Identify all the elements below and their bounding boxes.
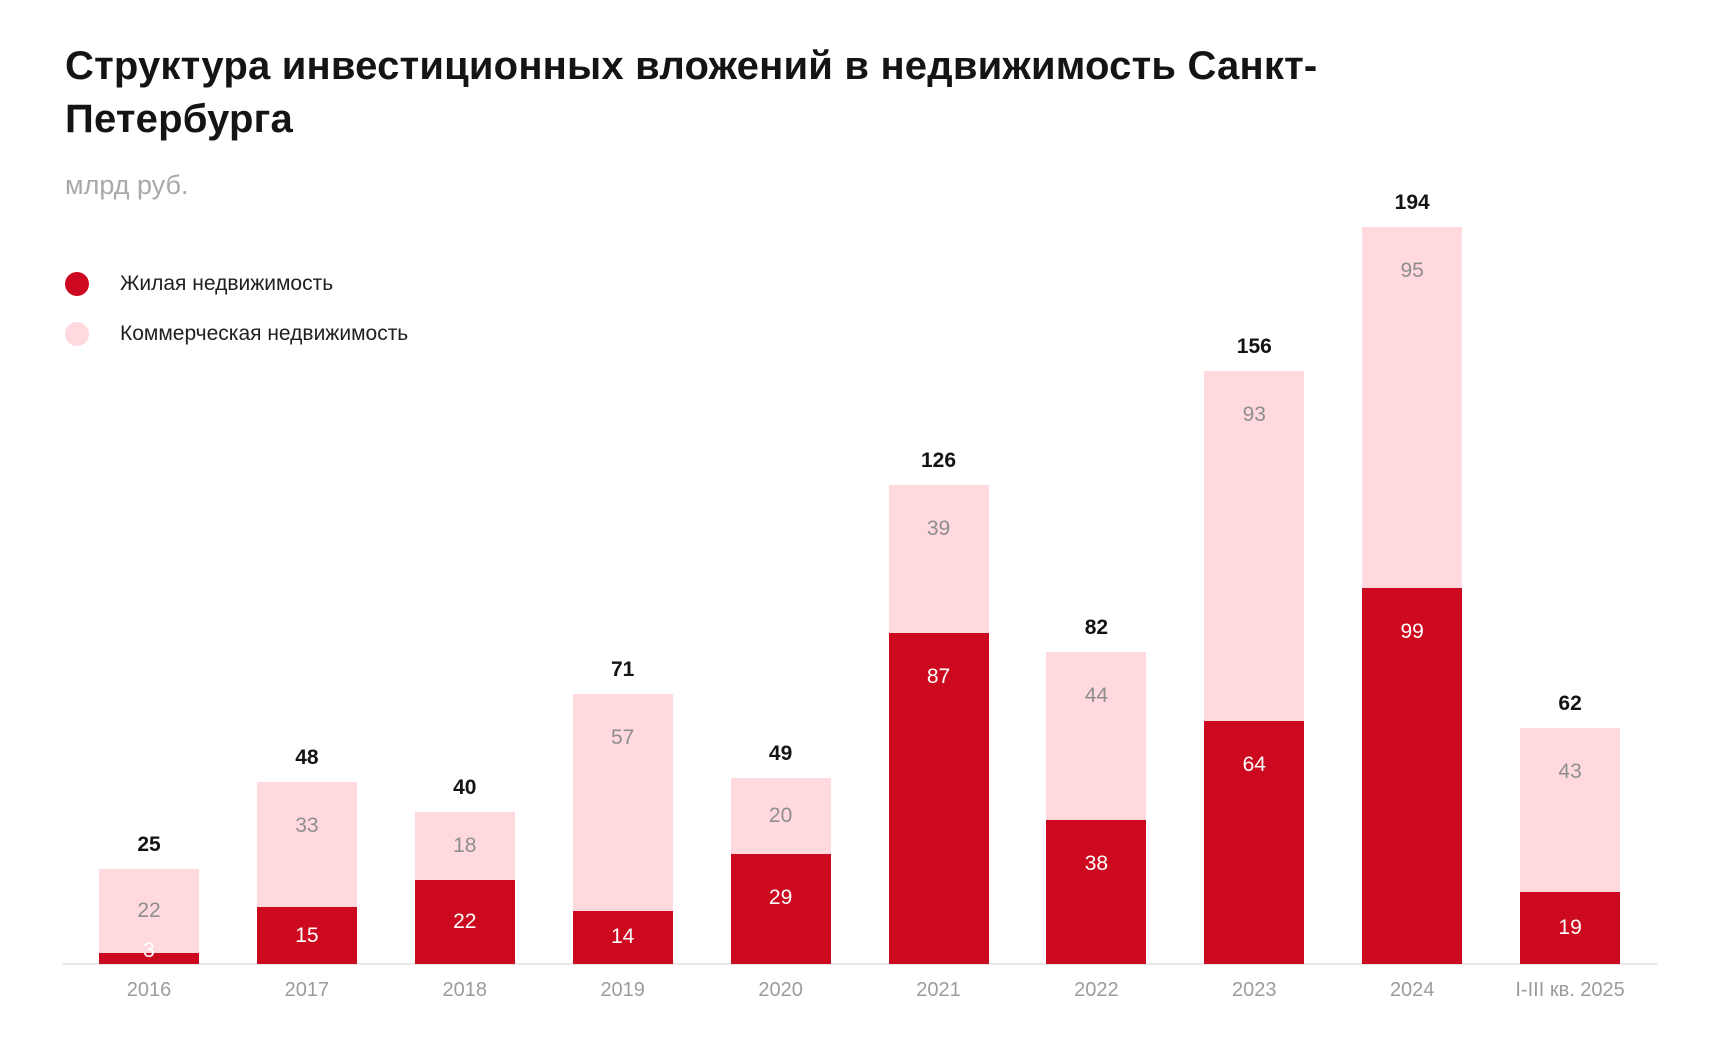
bar-2022-residential-value: 38	[1084, 851, 1109, 875]
bar-I-III кв. 2025-commercial-segment	[1520, 728, 1621, 892]
bar-2018-residential-segment	[414, 880, 515, 964]
bar-2024-total-label: 194	[1394, 190, 1430, 214]
x-axis-label-2024: 2024	[1389, 979, 1435, 1001]
legend-label-residential: Жилая недвижимость	[120, 272, 334, 295]
bar-2017-commercial-segment	[256, 781, 357, 907]
legend-item-commercial: Коммерческая недвижимость	[65, 320, 408, 348]
chart-unit-label: млрд руб.	[65, 170, 189, 200]
bar-2018-commercial-segment	[414, 812, 515, 881]
bar-2021-total-label: 126	[920, 449, 957, 473]
bar-2017-residential-segment	[256, 907, 357, 964]
legend-label-commercial: Коммерческая недвижимость	[120, 322, 409, 345]
bar-2019-residential-value: 14	[611, 925, 635, 949]
bar-I-III кв. 2025-residential-segment	[1520, 891, 1621, 964]
bar-2018-commercial-value: 18	[453, 834, 477, 858]
bar-2021-residential-value: 87	[926, 665, 951, 689]
bar-2019-commercial-segment	[572, 694, 673, 911]
bar-2022-commercial-segment	[1046, 652, 1147, 820]
bar-2017-residential-value: 15	[295, 923, 319, 947]
bar-2020-residential-value: 29	[768, 885, 793, 909]
bar-2024-residential-segment	[1362, 587, 1463, 964]
x-axis-label-I-III кв. 2025: I-III кв. 2025	[1515, 979, 1625, 1001]
chart-legend: Жилая недвижимость Коммерческая недвижим…	[65, 270, 408, 370]
bar-2022-commercial-value: 44	[1084, 684, 1109, 708]
bar-2020-total-label: 49	[768, 741, 793, 765]
x-axis-label-2019: 2019	[600, 979, 645, 1001]
x-axis-line	[63, 963, 1657, 965]
x-axis-label-2021: 2021	[916, 979, 961, 1001]
bar-2019-commercial-value: 57	[611, 726, 635, 750]
bar-2024-commercial-segment	[1362, 226, 1463, 588]
chart-title: Структура инвестиционных вложений в недв…	[65, 44, 1318, 141]
x-axis-label-2018: 2018	[442, 979, 488, 1001]
legend-dot-commercial-icon	[65, 322, 89, 346]
bar-2023-commercial-segment	[1204, 371, 1305, 721]
bar-2020-residential-segment	[730, 853, 831, 964]
bar-2019-residential-segment	[572, 910, 673, 964]
bar-2023-residential-value: 64	[1242, 752, 1266, 776]
x-axis-label-2016: 2016	[126, 979, 172, 1001]
bar-2020-commercial-value: 20	[768, 803, 793, 827]
bar-2024-commercial-value: 95	[1400, 258, 1424, 282]
bar-2022-residential-segment	[1046, 819, 1147, 964]
x-axis-label-2022: 2022	[1074, 979, 1119, 1001]
bar-2023-total-label: 156	[1236, 335, 1272, 359]
bar-I-III кв. 2025-commercial-value: 43	[1558, 760, 1582, 784]
bar-2016-total-label: 25	[137, 833, 161, 856]
bar-2023-commercial-value: 93	[1242, 403, 1266, 427]
x-axis-label-2017: 2017	[284, 979, 330, 1001]
bar-2021-residential-segment	[888, 633, 989, 964]
bar-2021-commercial-segment	[888, 485, 989, 634]
bar-2018-residential-value: 22	[453, 910, 477, 934]
bar-2019-total-label: 71	[611, 658, 635, 682]
x-axis-label-2023: 2023	[1232, 979, 1277, 1001]
bar-2017-total-label: 48	[295, 745, 319, 769]
bar-I-III кв. 2025-total-label: 62	[1558, 692, 1582, 716]
legend-item-residential: Жилая недвижимость	[65, 270, 408, 298]
bar-2022-total-label: 82	[1084, 616, 1109, 640]
bar-2016-residential-segment	[99, 952, 199, 964]
x-axis-label-2020: 2020	[758, 979, 803, 1001]
bar-I-III кв. 2025-residential-value: 19	[1558, 915, 1582, 939]
bar-2016-commercial-segment	[99, 869, 199, 953]
bar-2024-residential-value: 99	[1400, 619, 1424, 643]
bar-2016-commercial-value: 22	[137, 898, 161, 922]
legend-dot-residential-icon	[65, 272, 89, 296]
bar-2023-residential-segment	[1204, 720, 1305, 964]
bar-2021-commercial-value: 39	[926, 517, 951, 541]
bar-2016-residential-value: 3	[143, 939, 155, 962]
bar-2017-commercial-value: 33	[295, 813, 319, 837]
bar-2020-commercial-segment	[730, 777, 831, 854]
bar-2018-total-label: 40	[453, 776, 477, 799]
